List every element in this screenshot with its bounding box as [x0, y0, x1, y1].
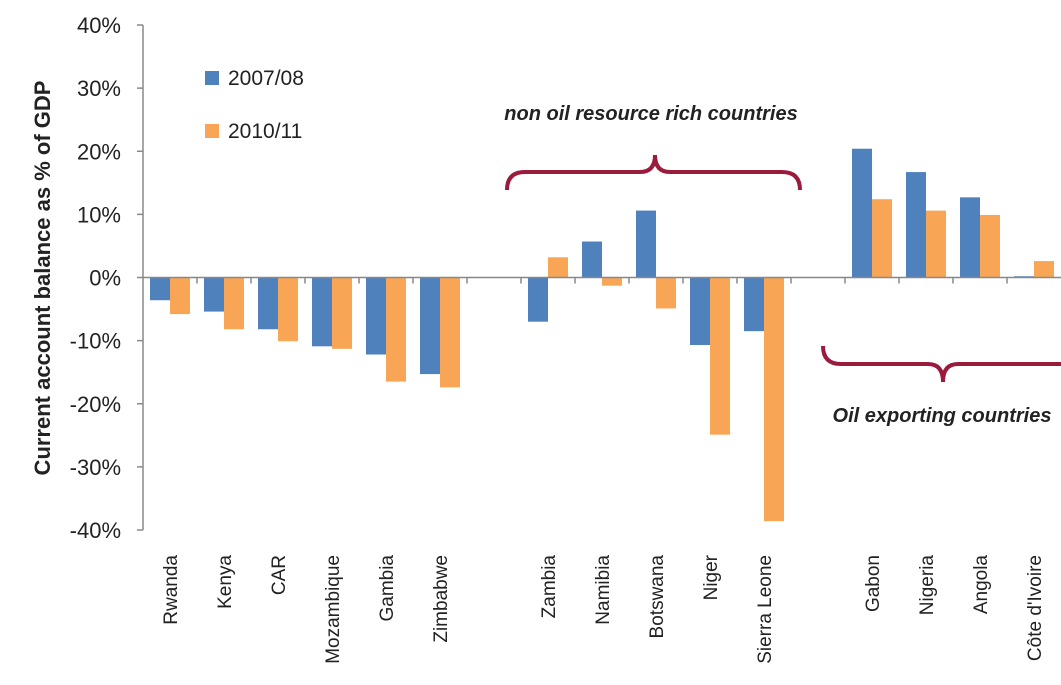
y-tick-label: 40% — [77, 13, 121, 38]
bar — [744, 277, 764, 332]
y-axis-label: Current account balance as % of GDP — [30, 81, 55, 476]
bar — [204, 277, 224, 312]
y-tick-label: -30% — [70, 455, 121, 480]
bar — [366, 277, 386, 355]
y-tick-label: -10% — [70, 329, 121, 354]
legend-swatch — [205, 71, 219, 85]
bar — [420, 277, 440, 375]
bar — [690, 277, 710, 346]
bar — [602, 277, 622, 286]
bar — [980, 215, 1000, 278]
bar — [1034, 261, 1054, 278]
bar — [224, 277, 244, 330]
x-tick-label: CAR — [269, 555, 290, 595]
legend-label: 2010/11 — [228, 120, 302, 143]
bar — [926, 210, 946, 278]
bar — [764, 277, 784, 522]
x-tick-label: Zambia — [539, 555, 560, 619]
bar — [960, 197, 980, 278]
x-tick-label: Gabon — [863, 555, 884, 612]
bar — [170, 277, 190, 315]
y-tick-label: 30% — [77, 76, 121, 101]
legend-label: 2007/08 — [228, 67, 304, 90]
bar — [582, 241, 602, 278]
x-tick-label: Rwanda — [161, 555, 182, 625]
bar — [656, 277, 676, 309]
annotation: non oil resource rich countries — [504, 103, 797, 125]
y-tick-label: -20% — [70, 392, 121, 417]
brace — [821, 345, 1061, 383]
x-tick-label: Botswana — [647, 555, 668, 639]
y-tick-label: 0% — [89, 266, 121, 291]
y-tick-label: 20% — [77, 139, 121, 164]
y-tick-label: 10% — [77, 202, 121, 227]
x-tick-label: Zimbabwe — [431, 555, 452, 643]
x-tick-label: Namibia — [593, 555, 614, 625]
bar — [528, 277, 548, 322]
legend-swatch — [205, 124, 219, 138]
bar — [548, 257, 568, 278]
bar — [872, 199, 892, 278]
bar — [386, 277, 406, 382]
x-tick-label: Nigeria — [917, 555, 938, 616]
x-tick-label: Gambia — [377, 555, 398, 622]
bar — [852, 148, 872, 278]
bar — [440, 277, 460, 388]
bar — [332, 277, 352, 349]
brace — [505, 154, 802, 191]
bar — [312, 277, 332, 347]
x-tick-label: Sierra Leone — [755, 555, 776, 664]
y-tick-label: -40% — [70, 518, 121, 543]
annotation: Oil exporting countries — [833, 405, 1052, 427]
bar — [258, 277, 278, 330]
x-tick-label: Niger — [701, 554, 722, 600]
bar — [150, 277, 170, 301]
x-tick-label: Angola — [971, 555, 992, 615]
bar — [906, 172, 926, 278]
x-tick-label: Mozambique — [323, 555, 344, 664]
bar — [278, 277, 298, 342]
x-tick-label: Côte d'Ivoire — [1025, 555, 1046, 661]
bar — [710, 277, 730, 435]
x-tick-label: Kenya — [215, 555, 236, 609]
bar — [636, 210, 656, 278]
